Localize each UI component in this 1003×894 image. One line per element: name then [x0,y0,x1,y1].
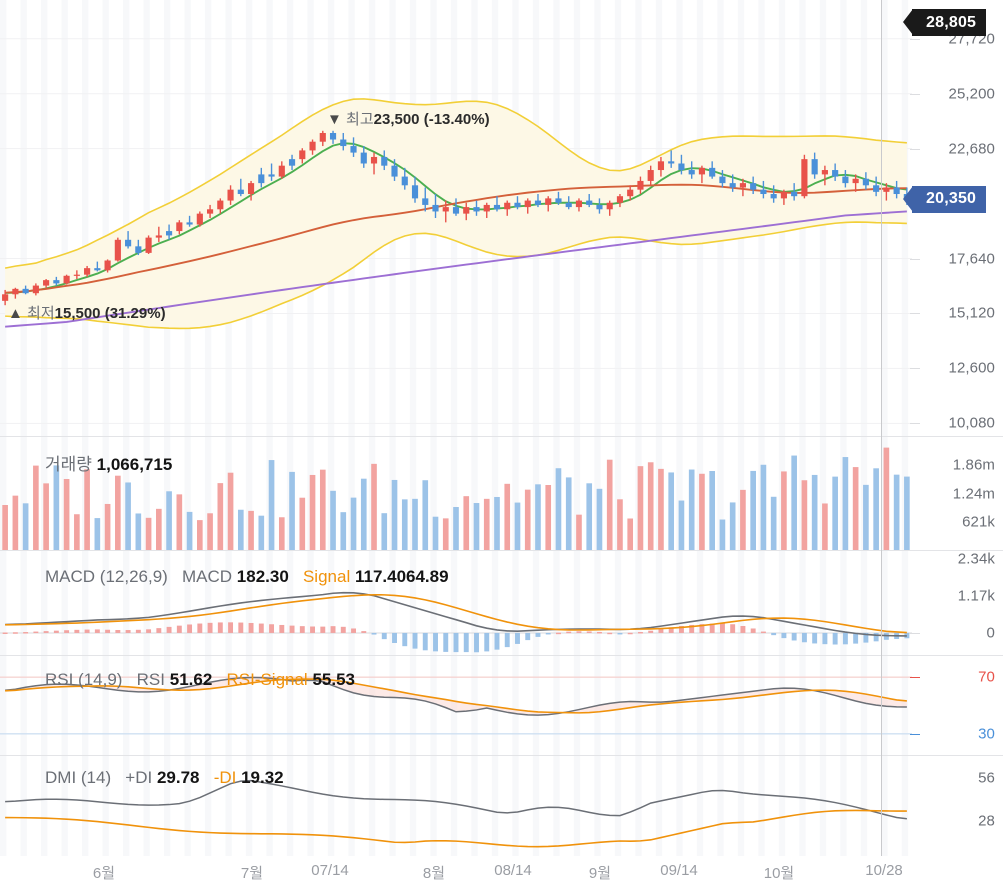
crosshair-line[interactable] [881,0,882,856]
rsi-axis-label: 30 [978,725,995,743]
rsi-axis-label: 70 [978,668,995,686]
rsi-title: RSI (14,9) [45,670,123,689]
volume-header: 거래량 1,066,715 [45,450,172,475]
price-axis-label: 15,120 [948,304,995,322]
price-axis-label: 12,600 [948,359,995,377]
macd-signal-label: Signal [302,567,351,586]
x-axis-label: 10월 [763,865,795,882]
dmi-header: DMI (14) +DI 29.78 -DI 19.32 [45,768,284,788]
macd-header: MACD (12,26,9) MACD 182.30 Signal 117.40… [45,567,449,587]
dmi-panel[interactable]: 56 28 DMI (14) +DI 29.78 -DI 19.32 [0,756,1003,856]
pdi-value: 29.78 [156,768,200,787]
price-axis-tick [910,93,920,95]
macd-axis: 2.34k 1.17k 0 [910,550,1003,655]
panel-separator [0,655,1003,656]
x-axis-label: 6월 [92,865,116,882]
tag-arrow-icon [903,9,913,35]
volume-title: 거래량 [45,455,92,474]
dmi-axis-label: 56 [978,769,995,787]
x-axis-label: 7월 [240,865,264,882]
price-chart-panel[interactable]: 27,720 25,200 22,680 17,640 15,120 12,600 10,0… [0,0,1003,436]
macd-plot-area[interactable] [0,551,912,655]
macd-axis-label: 2.34k [957,550,995,568]
macd-title: MACD (12,26,9) [45,567,168,586]
volume-axis-label: 621k [962,513,995,531]
x-axis-label: 9월 [588,865,612,882]
rsi-value: 51.62 [169,670,213,689]
low-label: 최저 [27,305,55,322]
high-value: 23,500 [373,111,420,128]
panel-separator [0,755,1003,756]
rsi-signal-value: 55.53 [312,670,355,689]
panel-separator [0,550,1003,551]
volume-axis-label: 1.86m [952,456,995,474]
price-axis-label: 10,080 [948,414,995,432]
rsi-label: RSI [136,670,165,689]
rsi-signal-label: RSI-Signal [226,670,308,689]
x-axis-label: 10/28 [865,862,903,879]
high-price-tag: 28,805 [903,9,987,36]
rsi-plot-area[interactable] [0,656,912,755]
price-axis-label: 17,640 [948,250,995,268]
macd-value: 182.30 [236,567,289,586]
macd-axis-label: 0 [986,624,995,642]
macd-panel[interactable]: 2.34k 1.17k 0 MACD (12,26,9) MACD 182.30 S… [0,551,1003,655]
high-marker-icon: ▼ [327,111,342,128]
high-price-tag-value: 28,805 [926,13,977,31]
price-axis-tick [910,313,920,315]
price-plot-area[interactable] [0,0,912,436]
price-axis-tick [910,423,920,425]
price-axis: 27,720 25,200 22,680 17,640 15,120 12,600 10,0… [910,0,1003,436]
volume-axis-label: 1.24m [952,485,995,502]
dmi-plot-area[interactable] [0,756,912,856]
pdi-label: +DI [125,768,153,787]
tag-arrow-icon [903,185,913,212]
rsi-header: RSI (14,9) RSI 51.62 RSI-Signal 55.53 [45,670,355,690]
x-axis-label: 07/14 [311,862,349,879]
macd-signal-value: 117.4064.89 [354,567,449,586]
high-change: (-13.40%) [423,111,490,128]
panel-separator [0,436,1003,437]
current-price-tag-value: 20,350 [926,190,977,208]
price-axis-label: 22,680 [948,140,995,158]
price-axis-tick [910,368,920,370]
x-axis-label: 8월 [422,865,446,882]
current-price-tag: 20,350 [903,185,987,213]
price-axis-label: 25,200 [948,85,995,103]
macd-label: MACD [182,567,233,586]
low-marker-icon: ▲ [8,305,23,322]
dmi-axis: 56 28 [912,756,1003,856]
x-axis-label: 08/14 [494,862,532,879]
price-axis-tick [910,258,920,260]
mdi-label: -DI [213,768,237,787]
price-axis-tick [910,38,920,40]
high-annotation: ▼ 최고23,500 (-13.40%) [327,108,490,129]
low-annotation: ▲ 최저15,500 (31.29%) [8,302,166,323]
macd-axis-label: 1.17k [957,587,995,605]
dmi-axis-label: 28 [978,812,995,830]
volume-value: 1,066,715 [96,455,173,474]
macd-axis-tick [910,632,920,634]
low-change: (31.29%) [104,305,166,322]
rsi-axis-tick [910,733,920,735]
volume-plot-area[interactable] [0,437,912,550]
low-value: 15,500 [54,305,101,322]
mdi-value: 19.32 [241,768,284,787]
high-label: 최고 [346,111,374,128]
dmi-title: DMI (14) [45,768,112,787]
volume-panel[interactable]: 1.86m 1.24m 621k 거래량 1,066,715 [0,437,1003,550]
rsi-axis-tick [910,677,920,679]
volume-axis: 1.86m 1.24m 621k [912,437,1003,550]
price-axis-tick [910,148,920,150]
rsi-panel[interactable]: 70 30 RSI (14,9) RSI 51.62 RSI-Signal 55.… [0,656,1003,755]
x-axis-label: 09/14 [660,862,698,879]
rsi-axis: 70 30 [910,656,1003,755]
